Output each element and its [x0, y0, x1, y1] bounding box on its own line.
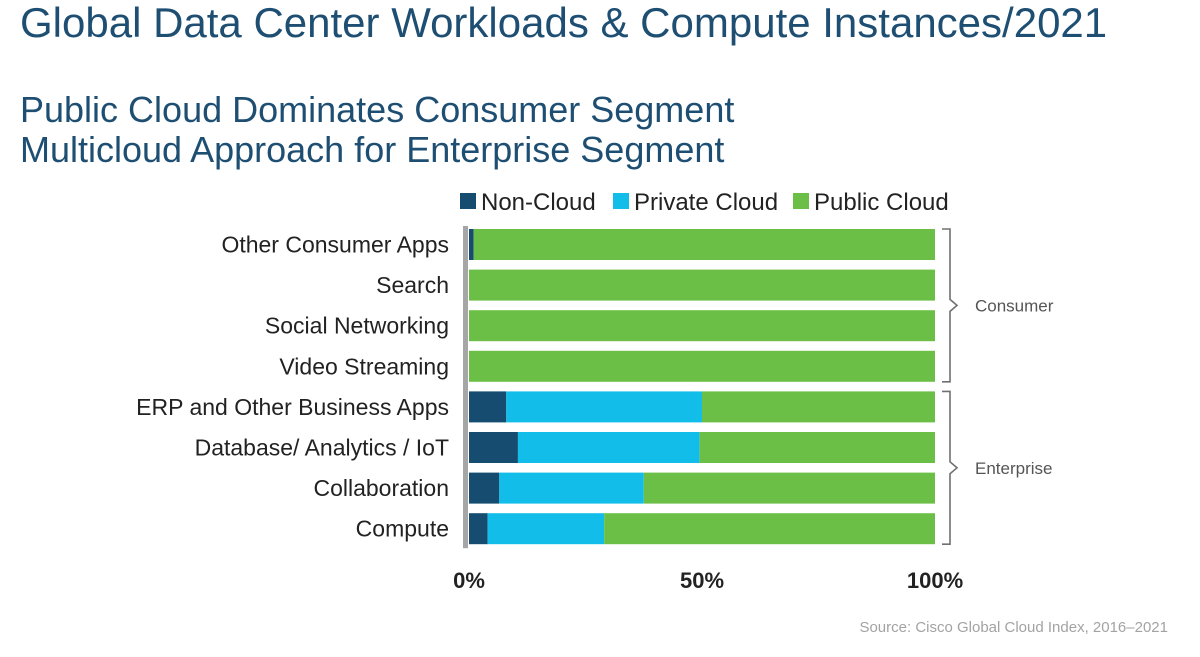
bar-erp-and-other-business-apps-non-cloud [469, 391, 507, 423]
category-label-database-analytics-iot: Database/ Analytics / IoT [195, 435, 449, 461]
group-brackets: Consumer Enterprise [942, 228, 1054, 545]
x-tick-label-50: 50% [680, 568, 724, 593]
category-label-collaboration: Collaboration [313, 475, 449, 501]
group-label-enterprise: Enterprise [975, 459, 1052, 478]
bar-compute-public-cloud [604, 513, 935, 545]
axis: 0% 50% 100% [453, 226, 963, 593]
source-note: Source: Cisco Global Cloud Index, 2016–2… [859, 619, 1168, 636]
bar-other-consumer-apps-non-cloud [469, 229, 474, 260]
legend-swatch-non-cloud [460, 193, 476, 209]
chart-title: Global Data Center Workloads & Compute I… [20, 0, 1108, 46]
category-label-other-consumer-apps: Other Consumer Apps [221, 232, 449, 258]
y-axis-line [463, 226, 468, 549]
bar-compute-non-cloud [469, 513, 488, 545]
bar-video-streaming-public-cloud [469, 350, 935, 382]
category-label-video-streaming: Video Streaming [279, 353, 449, 379]
legend-label-private-cloud: Private Cloud [634, 189, 778, 216]
chart-legend: Non-Cloud Private Cloud Public Cloud [460, 189, 949, 216]
category-label-social-networking: Social Networking [265, 313, 449, 339]
category-label-compute: Compute [356, 516, 449, 542]
group-label-consumer: Consumer [975, 296, 1054, 315]
legend-label-public-cloud: Public Cloud [814, 189, 949, 216]
bar-other-consumer-apps-public-cloud [473, 229, 935, 260]
bracket-enterprise [942, 390, 959, 545]
category-label-search: Search [376, 272, 449, 298]
category-labels: Other Consumer Apps Search Social Networki… [136, 232, 449, 542]
legend-swatch-public-cloud [793, 193, 809, 209]
bar-social-networking-public-cloud [469, 310, 935, 342]
bar-database-analytics-iot-private-cloud [517, 432, 700, 463]
chart-subtitle-1: Public Cloud Dominates Consumer Segment [20, 89, 735, 130]
bar-erp-and-other-business-apps-public-cloud [702, 391, 935, 423]
x-tick-label-0: 0% [453, 568, 485, 593]
bar-database-analytics-iot-non-cloud [469, 432, 518, 463]
bar-collaboration-private-cloud [499, 472, 644, 504]
bar-compute-private-cloud [487, 513, 605, 545]
bracket-consumer [942, 228, 959, 383]
legend-swatch-private-cloud [613, 193, 629, 209]
chart-subtitle-2: Multicloud Approach for Enterprise Segme… [20, 129, 725, 170]
bar-database-analytics-iot-public-cloud [699, 432, 935, 463]
bar-erp-and-other-business-apps-private-cloud [506, 391, 702, 423]
bar-area [469, 229, 935, 545]
x-tick-label-100: 100% [907, 568, 963, 593]
bar-collaboration-public-cloud [643, 472, 935, 504]
category-label-erp-and-other-business-apps: ERP and Other Business Apps [136, 394, 449, 420]
bar-search-public-cloud [469, 269, 935, 301]
bar-collaboration-non-cloud [469, 472, 500, 504]
legend-label-non-cloud: Non-Cloud [481, 189, 596, 216]
